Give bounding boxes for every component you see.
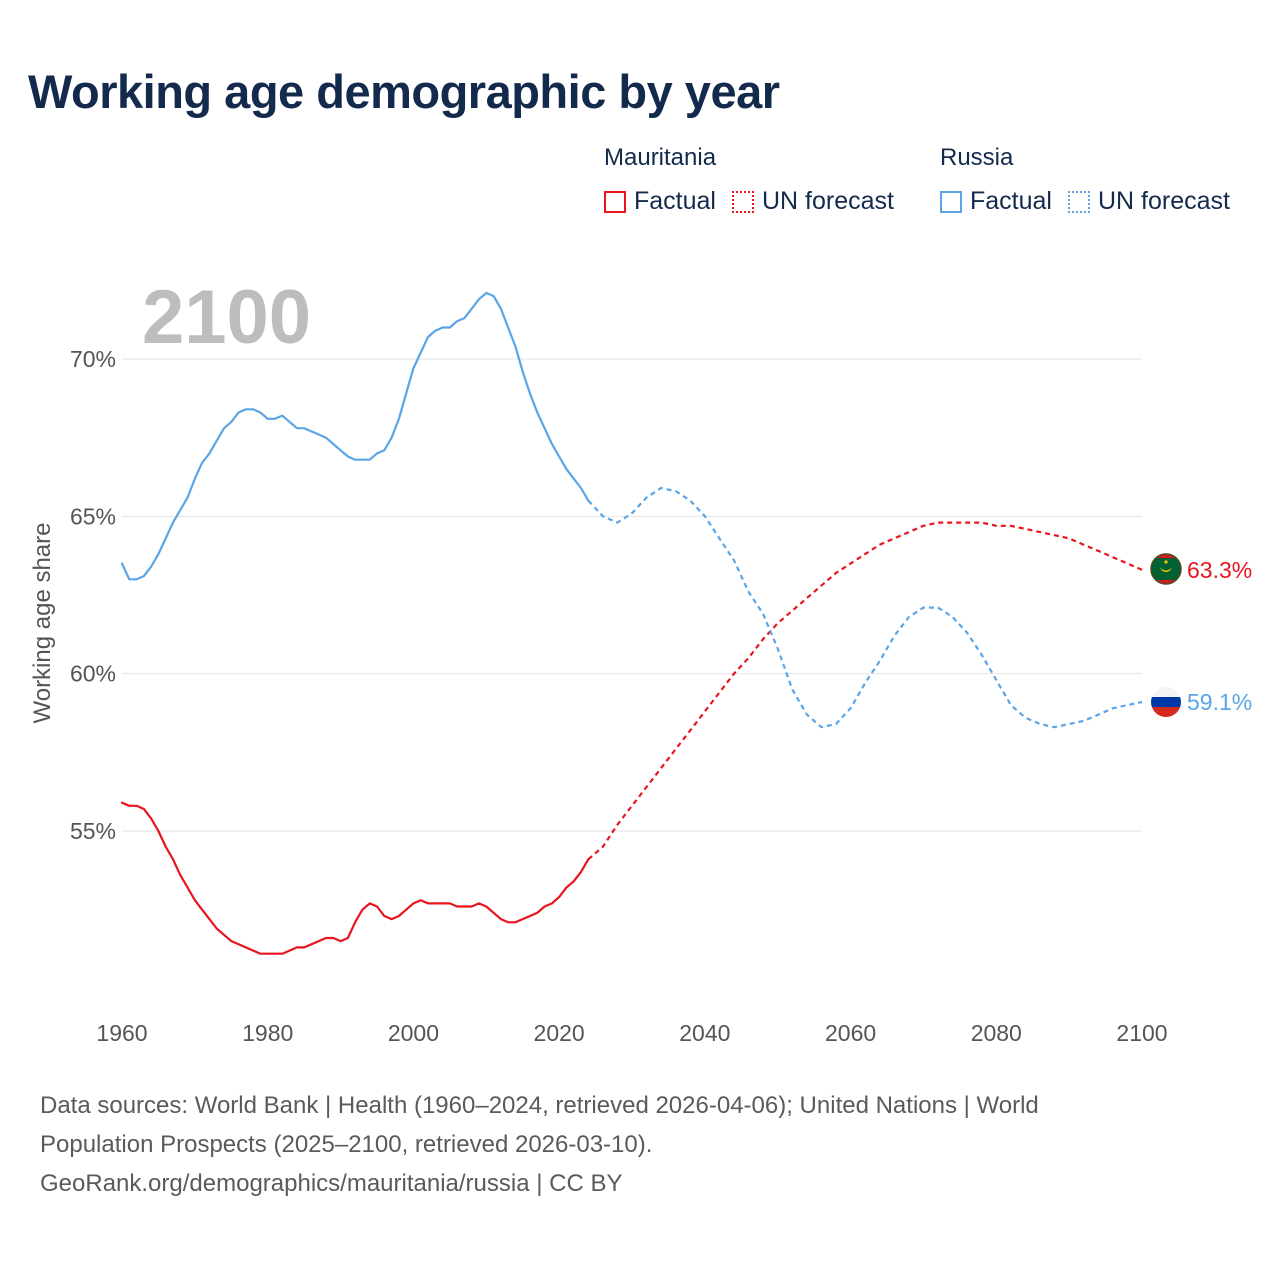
x-tick-label: 2080	[971, 1020, 1022, 1046]
legend-russia: Russia Factual UN forecast	[940, 144, 1230, 216]
legend-item-mauritania-factual[interactable]: Factual	[604, 187, 716, 216]
legend-country-mauritania: Mauritania	[604, 144, 717, 171]
y-tick-label: 65%	[70, 503, 116, 529]
y-tick-label: 60%	[70, 661, 116, 687]
x-tick-label: 2020	[534, 1020, 585, 1046]
y-tick-label: 55%	[70, 818, 116, 844]
swatch-solid-icon	[604, 190, 626, 213]
x-tick-label: 2040	[679, 1020, 730, 1046]
line-chart: 2100 55% 60% 65% 70% 1960 1980 2000 2020 2040 206…	[29, 275, 1252, 1046]
series-line-mauritania-forecast[interactable]	[587, 521, 1143, 861]
y-tick-label: 70%	[70, 346, 116, 372]
series-line-russia-forecast[interactable]	[587, 486, 1143, 729]
end-value-label-mauritania: 63.3%	[1187, 557, 1252, 583]
end-value-label-russia: 59.1%	[1187, 689, 1252, 715]
series-line-russia-factual[interactable]	[120, 291, 590, 581]
legend-item-russia-factual[interactable]: Factual	[940, 187, 1052, 216]
legend-label-factual: Factual	[634, 187, 716, 215]
chart-title: Working age demographic by year	[28, 65, 780, 118]
legend-label-forecast: UN forecast	[1097, 187, 1230, 215]
russia-flag-icon	[1151, 687, 1181, 717]
series-line-mauritania-factual[interactable]	[120, 801, 590, 955]
swatch-solid-icon	[940, 190, 962, 213]
legend-item-mauritania-forecast[interactable]: UN forecast	[731, 187, 894, 216]
year-watermark: 2100	[142, 275, 311, 360]
legend-country-russia: Russia	[940, 144, 1014, 171]
x-tick-label: 1960	[96, 1020, 147, 1046]
footer-line-1: Data sources: World Bank | Health (1960–…	[40, 1092, 1039, 1119]
mauritania-flag-icon	[1151, 554, 1181, 584]
swatch-dotted-icon	[731, 190, 754, 213]
x-tick-label: 2100	[1116, 1020, 1167, 1046]
x-tick-label: 1980	[242, 1020, 293, 1046]
footer-sources: Data sources: World Bank | Health (1960–…	[40, 1086, 1240, 1203]
legend-mauritania: Mauritania Factual UN forecast	[604, 144, 910, 216]
x-tick-label: 2000	[388, 1020, 439, 1046]
x-tick-label: 2060	[825, 1020, 876, 1046]
footer-line-3[interactable]: GeoRank.org/demographics/mauritania/russ…	[40, 1170, 623, 1197]
swatch-dotted-icon	[1067, 190, 1090, 213]
legend-item-russia-forecast[interactable]: UN forecast	[1067, 187, 1230, 216]
legend-label-forecast: UN forecast	[761, 187, 894, 215]
legend-label-factual: Factual	[970, 187, 1052, 215]
y-axis-title: Working age share	[29, 523, 56, 724]
footer-line-2: Population Prospects (2025–2100, retriev…	[40, 1131, 653, 1158]
